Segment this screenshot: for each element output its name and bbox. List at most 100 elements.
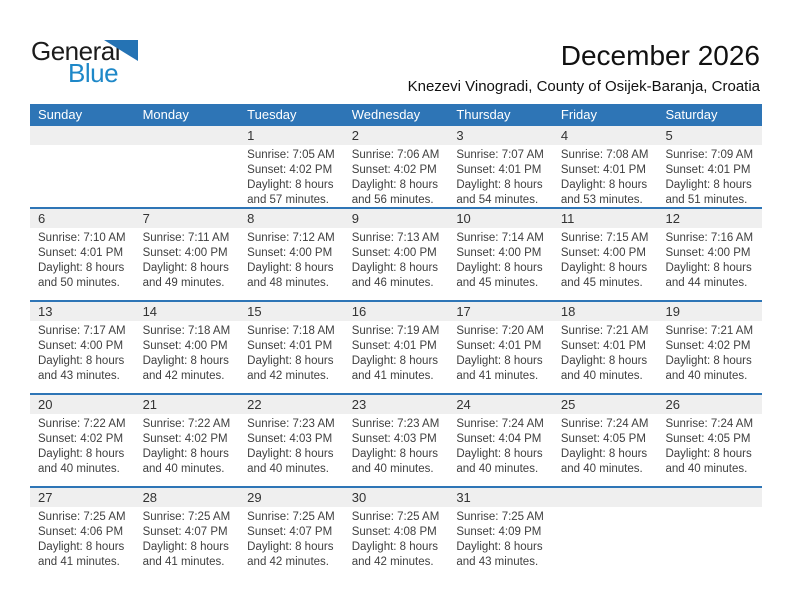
daylight-line-2: and 40 minutes. [560, 463, 643, 475]
day-sun-info: Sunrise: 7:18 AM Sunset: 4:00 PM Daylight:… [135, 321, 240, 384]
sunrise-line: Sunrise: 7:25 AM [456, 511, 544, 523]
daylight-line-2: and 57 minutes. [247, 194, 329, 206]
weekday-header-tuesday: Tuesday [247, 107, 297, 122]
day-cell-15: 15 Sunrise: 7:18 AM Sunset: 4:01 PM Dayligh… [239, 302, 344, 393]
sunset-line: Sunset: 4:00 PM [560, 247, 646, 259]
day-cell-13: 13 Sunrise: 7:17 AM Sunset: 4:00 PM Dayligh… [30, 302, 135, 393]
day-sun-info: Sunrise: 7:25 AM Sunset: 4:06 PM Daylight:… [30, 507, 135, 570]
day-cell-9: 9 Sunrise: 7:13 AM Sunset: 4:00 PM Daylight… [343, 209, 449, 300]
day-number: 30 [343, 488, 449, 507]
daylight-line-1: Daylight: 8 hours [247, 355, 334, 367]
day-cell-5: 5 Sunrise: 7:09 AM Sunset: 4:01 PM Daylight… [657, 126, 763, 207]
sunrise-line: Sunrise: 7:05 AM [247, 149, 335, 161]
sunrise-line: Sunrise: 7:24 AM [560, 418, 649, 430]
daylight-line-1: Daylight: 8 hours [665, 355, 752, 367]
daylight-line-2: and 43 minutes. [38, 370, 120, 382]
sunrise-line: Sunrise: 7:16 AM [665, 232, 754, 244]
day-cell-25: 25 Sunrise: 7:24 AM Sunset: 4:05 PM Dayligh… [552, 395, 658, 486]
day-cell-31: 31 Sunrise: 7:25 AM Sunset: 4:09 PM Dayligh… [448, 488, 553, 579]
sunset-line: Sunset: 4:02 PM [665, 340, 751, 352]
day-number [134, 126, 240, 145]
daylight-line-1: Daylight: 8 hours [247, 179, 334, 191]
day-cell-12: 12 Sunrise: 7:16 AM Sunset: 4:00 PM Dayligh… [657, 209, 763, 300]
day-number: 17 [448, 302, 553, 321]
day-sun-info: Sunrise: 7:15 AM Sunset: 4:00 PM Daylight:… [553, 228, 658, 291]
daylight-line-1: Daylight: 8 hours [456, 262, 543, 274]
day-number: 11 [552, 209, 658, 228]
daylight-line-1: Daylight: 8 hours [665, 262, 752, 274]
daylight-line-1: Daylight: 8 hours [142, 541, 229, 553]
daylight-line-2: and 42 minutes. [142, 370, 225, 382]
day-cell-26: 26 Sunrise: 7:24 AM Sunset: 4:05 PM Dayligh… [657, 395, 763, 486]
sunrise-line: Sunrise: 7:09 AM [665, 149, 754, 161]
daylight-line-2: and 50 minutes. [38, 277, 120, 289]
daylight-line-2: and 40 minutes. [560, 370, 643, 382]
daylight-line-2: and 42 minutes. [351, 556, 434, 568]
daylight-line-2: and 43 minutes. [456, 556, 539, 568]
sunrise-line: Sunrise: 7:25 AM [142, 511, 231, 523]
day-cell-14: 14 Sunrise: 7:18 AM Sunset: 4:00 PM Dayligh… [134, 302, 240, 393]
day-number: 23 [343, 395, 449, 414]
day-sun-info: Sunrise: 7:22 AM Sunset: 4:02 PM Daylight:… [30, 414, 135, 477]
sunrise-line: Sunrise: 7:25 AM [38, 511, 126, 523]
daylight-line-2: and 41 minutes. [142, 556, 225, 568]
sunset-line: Sunset: 4:02 PM [142, 433, 228, 445]
sunset-line: Sunset: 4:01 PM [38, 247, 124, 259]
day-sun-info: Sunrise: 7:25 AM Sunset: 4:07 PM Daylight:… [239, 507, 344, 570]
day-number: 12 [657, 209, 763, 228]
daylight-line-1: Daylight: 8 hours [142, 448, 229, 460]
day-number: 27 [30, 488, 135, 507]
sunrise-line: Sunrise: 7:22 AM [142, 418, 231, 430]
day-number: 2 [343, 126, 449, 145]
day-number: 22 [239, 395, 344, 414]
day-number: 13 [30, 302, 135, 321]
daylight-line-1: Daylight: 8 hours [456, 448, 543, 460]
sunrise-line: Sunrise: 7:20 AM [456, 325, 544, 337]
day-cell-11: 11 Sunrise: 7:15 AM Sunset: 4:00 PM Dayligh… [552, 209, 658, 300]
day-number: 4 [552, 126, 658, 145]
day-cell-empty [657, 488, 763, 579]
general-blue-logo: General Blue [31, 36, 161, 88]
daylight-line-2: and 49 minutes. [142, 277, 225, 289]
day-number: 14 [134, 302, 240, 321]
day-cell-2: 2 Sunrise: 7:06 AM Sunset: 4:02 PM Daylight… [343, 126, 449, 207]
daylight-line-2: and 44 minutes. [665, 277, 748, 289]
sunrise-line: Sunrise: 7:18 AM [142, 325, 231, 337]
daylight-line-2: and 40 minutes. [456, 463, 539, 475]
day-cell-20: 20 Sunrise: 7:22 AM Sunset: 4:02 PM Dayligh… [30, 395, 135, 486]
week-row-3: 13 Sunrise: 7:17 AM Sunset: 4:00 PM Dayligh… [30, 300, 763, 393]
day-number [552, 488, 658, 507]
daylight-line-1: Daylight: 8 hours [456, 541, 543, 553]
day-sun-info: Sunrise: 7:21 AM Sunset: 4:01 PM Daylight:… [553, 321, 658, 384]
daylight-line-1: Daylight: 8 hours [560, 355, 648, 367]
weekday-header-sunday: Sunday [38, 107, 83, 122]
day-sun-info: Sunrise: 7:25 AM Sunset: 4:09 PM Daylight:… [448, 507, 553, 570]
day-number: 3 [448, 126, 553, 145]
daylight-line-1: Daylight: 8 hours [142, 355, 229, 367]
day-cell-8: 8 Sunrise: 7:12 AM Sunset: 4:00 PM Daylight… [239, 209, 344, 300]
day-number: 7 [134, 209, 240, 228]
day-number: 28 [134, 488, 240, 507]
day-cell-7: 7 Sunrise: 7:11 AM Sunset: 4:00 PM Daylight… [134, 209, 240, 300]
day-sun-info: Sunrise: 7:10 AM Sunset: 4:01 PM Daylight:… [30, 228, 135, 291]
daylight-line-1: Daylight: 8 hours [38, 262, 125, 274]
week-row-4: 20 Sunrise: 7:22 AM Sunset: 4:02 PM Dayligh… [30, 393, 763, 486]
day-number: 18 [552, 302, 658, 321]
daylight-line-1: Daylight: 8 hours [247, 262, 334, 274]
day-cell-28: 28 Sunrise: 7:25 AM Sunset: 4:07 PM Dayligh… [134, 488, 240, 579]
sunset-line: Sunset: 4:02 PM [351, 164, 437, 176]
day-sun-info: Sunrise: 7:24 AM Sunset: 4:05 PM Daylight:… [657, 414, 762, 477]
daylight-line-2: and 41 minutes. [38, 556, 120, 568]
day-sun-info: Sunrise: 7:19 AM Sunset: 4:01 PM Daylight:… [344, 321, 449, 384]
day-sun-info: Sunrise: 7:23 AM Sunset: 4:03 PM Daylight:… [344, 414, 449, 477]
daylight-line-2: and 42 minutes. [247, 370, 329, 382]
sunset-line: Sunset: 4:00 PM [247, 247, 333, 259]
daylight-line-1: Daylight: 8 hours [351, 179, 439, 191]
sunset-line: Sunset: 4:07 PM [142, 526, 228, 538]
daylight-line-2: and 48 minutes. [247, 277, 329, 289]
daylight-line-1: Daylight: 8 hours [665, 179, 752, 191]
day-cell-16: 16 Sunrise: 7:19 AM Sunset: 4:01 PM Dayligh… [343, 302, 449, 393]
daylight-line-1: Daylight: 8 hours [560, 262, 648, 274]
day-cell-4: 4 Sunrise: 7:08 AM Sunset: 4:01 PM Daylight… [552, 126, 658, 207]
